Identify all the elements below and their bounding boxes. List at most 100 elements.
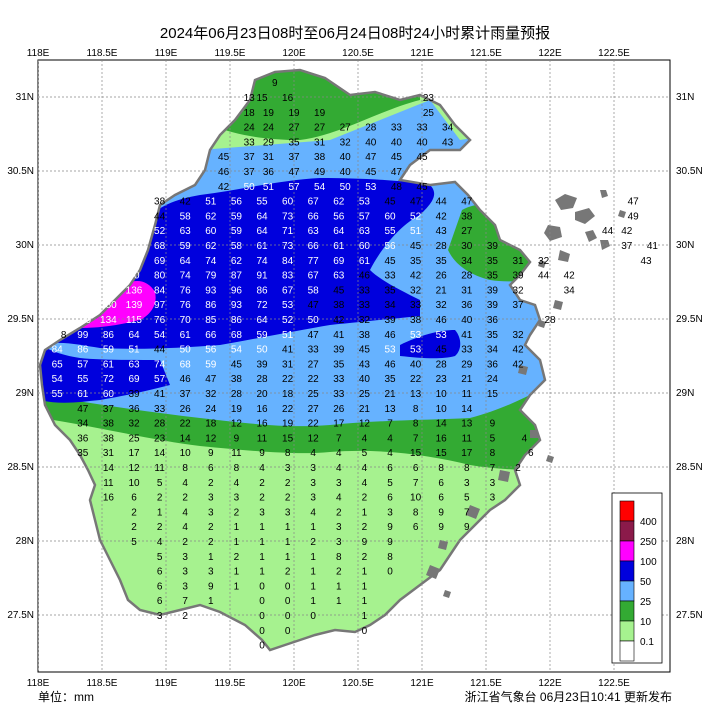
rain-value: 87 — [231, 271, 243, 282]
rain-value: 40 — [416, 137, 428, 148]
map-title: 2024年06月23日08时至06月24日08时24小时累计雨量预报 — [159, 25, 551, 42]
rain-value: 22 — [180, 419, 192, 430]
rain-value: 134 — [100, 315, 117, 326]
rain-value: 3 — [310, 463, 316, 474]
rain-value: 24 — [244, 123, 256, 134]
rain-value: 1 — [208, 552, 214, 563]
rain-value: 39 — [333, 345, 345, 356]
rain-value: 22 — [308, 419, 320, 430]
lat-tick-label: 27.5N — [676, 610, 703, 621]
rain-value: 9 — [464, 522, 470, 533]
rain-value: 35 — [288, 137, 300, 148]
rain-value: 4 — [259, 463, 265, 474]
rain-value: 73 — [282, 211, 294, 222]
rain-value: 91 — [256, 271, 268, 282]
rain-value: 97 — [154, 300, 166, 311]
rain-value: 11 — [462, 389, 473, 400]
rain-value: 14 — [180, 433, 192, 444]
legend-swatch — [619, 520, 635, 542]
lat-tick-label: 29N — [16, 388, 34, 399]
rain-value: 76 — [180, 285, 192, 296]
rain-value: 28 — [154, 419, 166, 430]
band-50-west — [40, 345, 170, 403]
rain-value: 69 — [333, 256, 345, 267]
rain-value: 33 — [410, 300, 422, 311]
rain-value: 86 — [256, 285, 268, 296]
rain-value: 11 — [154, 463, 165, 474]
rain-value: 61 — [77, 389, 89, 400]
rain-value: 28 — [436, 241, 448, 252]
rain-value: 47 — [410, 197, 422, 208]
rain-value: 80 — [154, 271, 166, 282]
lat-tick-label: 31N — [16, 92, 34, 103]
rain-value: 72 — [103, 374, 115, 385]
rain-value: 59 — [180, 241, 192, 252]
rain-value: 43 — [359, 359, 371, 370]
rain-value: 55 — [77, 374, 89, 385]
rain-value: 1 — [362, 581, 368, 592]
lon-tick-label: 119E — [155, 48, 178, 59]
rain-value: 35 — [410, 256, 422, 267]
rain-value: 41 — [461, 330, 473, 341]
rain-value: 32 — [538, 256, 550, 267]
rain-value: 27 — [340, 123, 352, 134]
rain-value: 53 — [282, 300, 294, 311]
rain-value: 4 — [387, 448, 393, 459]
rain-value: 9 — [438, 507, 444, 518]
rain-value: 3 — [464, 478, 470, 489]
rain-value: 2 — [182, 493, 188, 504]
rain-value: 4 — [362, 463, 368, 474]
rain-value: 41 — [282, 345, 294, 356]
rain-value: 42 — [333, 315, 345, 326]
rain-value: 43 — [436, 226, 448, 237]
rain-value: 3 — [259, 507, 265, 518]
rain-value: 19 — [282, 419, 294, 430]
rain-value: 12 — [128, 463, 140, 474]
rain-value: 28 — [461, 271, 473, 282]
latitude-ticks-left: 31N 30.5N 30N 29.5N 29N 28.5N 28N 27.5N — [7, 92, 34, 621]
rain-value: 30 — [461, 241, 473, 252]
rain-value: 64 — [180, 256, 192, 267]
rain-value: 1 — [234, 537, 240, 548]
rain-value: 17 — [128, 448, 140, 459]
rain-value: 54 — [52, 374, 64, 385]
legend-swatch — [619, 540, 635, 562]
rain-value: 6 — [413, 522, 419, 533]
rain-value: 180 — [100, 300, 117, 311]
rain-value: 27 — [308, 359, 320, 370]
rain-value: 47 — [391, 167, 403, 178]
rain-value: 0 — [285, 626, 291, 637]
rain-value: 58 — [180, 211, 192, 222]
lat-tick-label: 30N — [676, 240, 694, 251]
legend-swatch — [619, 560, 635, 582]
rain-value: 8 — [438, 463, 444, 474]
rain-value: 3 — [336, 522, 342, 533]
rain-value: 36 — [77, 433, 89, 444]
rain-value: 12 — [231, 419, 243, 430]
lat-tick-label: 30N — [16, 240, 34, 251]
rain-value: 1 — [208, 596, 214, 607]
rain-value: 47 — [461, 197, 473, 208]
rain-value: 49 — [628, 211, 640, 222]
rain-value: 3 — [182, 567, 188, 578]
rain-value: 19 — [263, 108, 275, 119]
rain-value: 61 — [359, 256, 371, 267]
rain-value: 23 — [423, 93, 435, 104]
rain-value: 0 — [387, 567, 393, 578]
rain-value: 67 — [308, 197, 320, 208]
rain-value: 51 — [410, 226, 422, 237]
lat-tick-label: 28N — [676, 536, 694, 547]
rain-value: 54 — [314, 182, 326, 193]
rain-value: 33 — [333, 389, 345, 400]
rain-value: 4 — [362, 478, 368, 489]
rain-value: 50 — [244, 182, 256, 193]
rain-value: 33 — [461, 345, 473, 356]
rain-value: 11 — [462, 433, 473, 444]
rain-value: 13 — [384, 404, 396, 415]
legend-swatch — [619, 620, 635, 642]
rain-value: 3 — [285, 507, 291, 518]
rain-value: 37 — [180, 389, 192, 400]
rain-value: 9 — [208, 448, 214, 459]
rain-value: 0 — [310, 611, 316, 622]
rain-value: 29 — [461, 359, 473, 370]
